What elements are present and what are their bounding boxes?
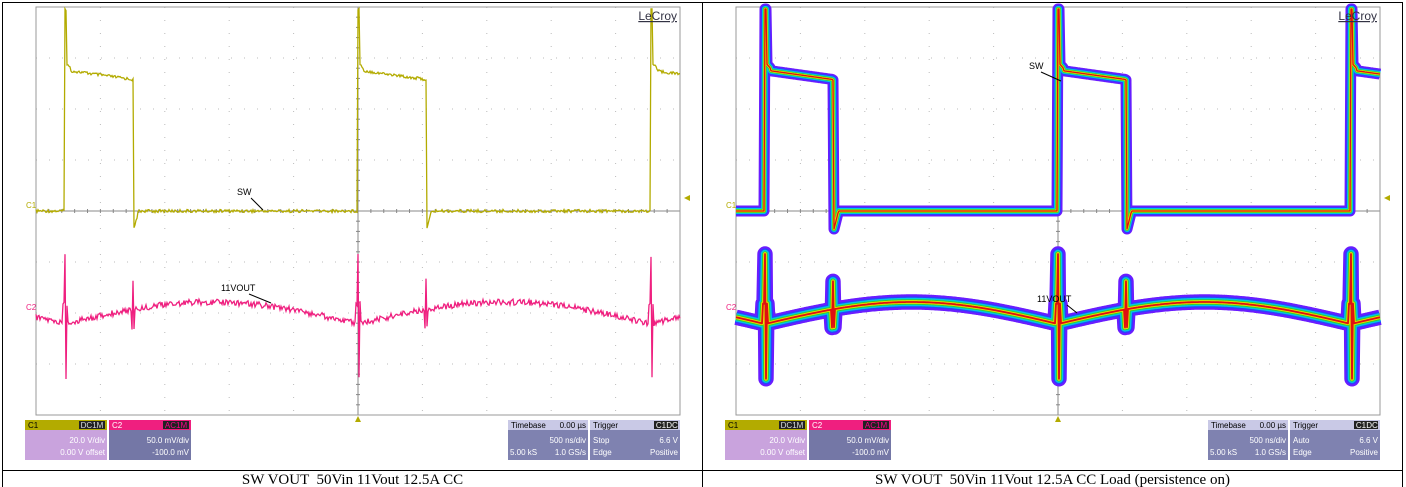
channel-coupling: DC1M (781, 421, 804, 430)
trigger-label: Trigger (593, 421, 618, 430)
trigger-mode: Stop (593, 436, 610, 445)
channel-scale: 50.0 mV/div (147, 436, 189, 445)
trace-label: 11VOUT (1037, 294, 1072, 304)
timebase-delay: 0.00 µs (1260, 421, 1286, 430)
timebase-samples: 5.00 kS (510, 448, 537, 457)
trigger-type: Edge (593, 448, 612, 457)
brand: LeCroy (638, 9, 677, 23)
channel-scale: 20.0 V/div (769, 436, 805, 445)
channel-offset: -100.0 mV (852, 448, 890, 457)
channel-name: C2 (812, 421, 823, 430)
channel-coupling: AC1M (165, 421, 188, 430)
scope-cell: C1 C2 SW 11VOUT LeCroy C1 DC1M 20.0 V/div 0.00 V… (703, 3, 1403, 471)
scope-screen: C1 C2 SW 11VOUT LeCroy C1 DC1M 20.0 V/div 0.00 V… (3, 3, 702, 465)
trigger-level: 6.6 V (1359, 436, 1378, 445)
channel-offset: 0.00 V offset (760, 448, 806, 457)
figure-table: C1 C2 SW 11VOUT LeCroy C1 DC1M 20.0 V/div 0.00 V… (2, 2, 1403, 487)
timebase-samples: 5.00 kS (1210, 448, 1237, 457)
trace-label: 11VOUT (221, 283, 256, 293)
channel-offset: -100.0 mV (152, 448, 190, 457)
trigger-level: 6.6 V (659, 436, 678, 445)
trace-label: SW (237, 187, 252, 197)
trigger-slope: Positive (1350, 448, 1379, 457)
timebase-delay: 0.00 µs (560, 421, 586, 430)
channel-offset: 0.00 V offset (60, 448, 106, 457)
scope-cell: C1 C2 SW 11VOUT LeCroy C1 DC1M 20.0 V/div 0.00 V… (3, 3, 703, 471)
timebase-label: Timebase (511, 421, 546, 430)
channel-scale: 50.0 mV/div (847, 436, 889, 445)
timebase-rate: 1.0 GS/s (555, 448, 586, 457)
channel-name: C1 (28, 421, 39, 430)
trigger-source: C1 (656, 421, 667, 430)
channel-scale: 20.0 V/div (69, 436, 105, 445)
timebase-label: Timebase (1211, 421, 1246, 430)
scope-screen: C1 C2 SW 11VOUT LeCroy C1 DC1M 20.0 V/div 0.00 V… (703, 3, 1402, 465)
timebase-scale: 500 ns/div (1250, 436, 1286, 445)
trigger-source: C1 (1356, 421, 1367, 430)
brand: LeCroy (1338, 9, 1377, 23)
caption: SW VOUT 50Vin 11Vout 12.5A CC Load (pers… (703, 471, 1403, 487)
c1-marker: C1 (26, 201, 37, 210)
trigger-slope: Positive (650, 448, 679, 457)
channel-name: C2 (112, 421, 123, 430)
timebase-scale: 500 ns/div (550, 436, 586, 445)
trigger-mode: Auto (1293, 436, 1310, 445)
page: C1 C2 SW 11VOUT LeCroy C1 DC1M 20.0 V/div 0.00 V… (0, 0, 1406, 487)
screen-bg (3, 3, 702, 465)
channel-coupling: DC1M (81, 421, 104, 430)
c2-marker: C2 (726, 303, 737, 312)
timebase-rate: 1.0 GS/s (1255, 448, 1286, 457)
channel-name: C1 (728, 421, 739, 430)
caption: SW VOUT 50Vin 11Vout 12.5A CC (3, 471, 703, 487)
trigger-coupling: DC (1366, 421, 1378, 430)
trigger-label: Trigger (1293, 421, 1318, 430)
trace-label: SW (1029, 61, 1044, 71)
c1-marker: C1 (726, 201, 737, 210)
trigger-coupling: DC (666, 421, 678, 430)
trigger-type: Edge (1293, 448, 1312, 457)
c2-marker: C2 (26, 303, 37, 312)
channel-coupling: AC1M (865, 421, 888, 430)
